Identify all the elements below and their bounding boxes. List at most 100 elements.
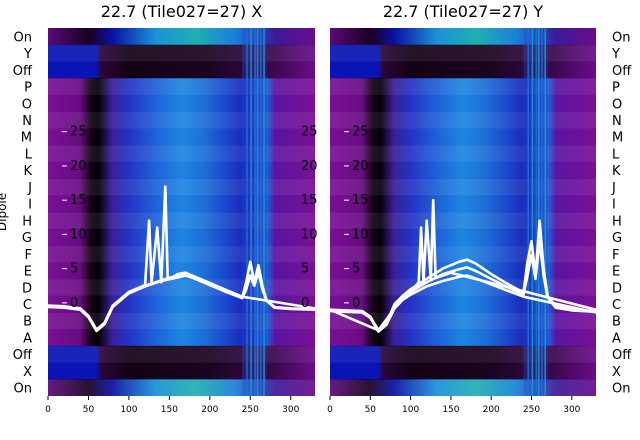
streak-band: [242, 28, 267, 396]
heatmap-row-11: [48, 212, 315, 230]
streak-line: [246, 28, 248, 396]
x-tick-label: 250: [242, 405, 259, 415]
row-label: B: [612, 315, 621, 330]
x-tick-label: 0: [327, 405, 333, 415]
row-label: I: [612, 198, 616, 213]
streak-line: [535, 28, 538, 396]
heatmap-row-9: [48, 178, 315, 196]
row-label: Off: [13, 64, 33, 79]
heatmap: [48, 28, 315, 396]
row-label: J: [611, 181, 616, 196]
streak-line: [254, 28, 256, 396]
heatmap-row-6: [330, 128, 596, 146]
heatmap-row-11: [330, 212, 596, 230]
heatmap-row-12: [330, 228, 596, 247]
row-label: E: [24, 265, 32, 280]
overlay-tick-label-right: 15: [301, 193, 318, 208]
heatmap-row-21: [330, 379, 596, 396]
heatmap-row-15: [330, 278, 596, 297]
heatmap-row-3: [330, 78, 596, 96]
row-label: On: [14, 30, 32, 45]
overlay-tick-label: 25: [352, 125, 369, 140]
heatmap: [330, 28, 596, 396]
heatmap-row-1: [48, 44, 315, 63]
heatmap-row-2: [330, 61, 596, 79]
x-tick-label: 200: [483, 405, 500, 415]
streak-line: [259, 28, 262, 396]
streak-line: [537, 28, 540, 396]
row-label: E: [612, 265, 620, 280]
x-tick-label: 300: [282, 405, 299, 415]
row-label: N: [22, 114, 32, 129]
heatmap-row-12: [48, 228, 315, 247]
heatmap-row-4: [330, 94, 596, 113]
row-label: D: [612, 281, 622, 296]
row-label: D: [22, 281, 32, 296]
streak-line: [544, 28, 547, 396]
x-tick-label: 150: [161, 405, 178, 415]
heatmap-row-10: [330, 195, 596, 213]
overlay-tick-label: 20: [70, 159, 87, 174]
row-label: F: [25, 248, 32, 263]
heatmap-row-6: [48, 128, 315, 146]
row-label: M: [612, 131, 623, 146]
overlay-line-3: [330, 198, 596, 332]
heatmap-row-0: [330, 28, 596, 46]
row-label: On: [612, 382, 630, 397]
streak-line: [541, 28, 543, 396]
y-axis-label: Dipole: [0, 193, 9, 231]
row-label: O: [22, 97, 32, 112]
heatmap-row-1: [330, 44, 596, 63]
row-label: C: [612, 298, 621, 313]
row-label: G: [612, 231, 622, 246]
row-label: X: [612, 365, 621, 380]
heatmap-row-7: [48, 145, 315, 163]
row-label: I: [28, 198, 32, 213]
row-label: L: [25, 147, 33, 162]
overlay-line-2: [48, 185, 315, 331]
streak-band: [523, 28, 548, 396]
heatmap-row-21: [48, 379, 315, 396]
row-label: On: [612, 30, 630, 45]
overlay-line-2: [330, 274, 596, 333]
x-tick-label: 0: [45, 405, 51, 415]
heatmap-row-3: [48, 78, 315, 96]
heatmap-row-17: [48, 312, 315, 330]
row-label: P: [24, 81, 32, 96]
streak-line: [250, 28, 252, 396]
heatmap-row-5: [330, 111, 596, 129]
overlay-tick-label: 0: [70, 296, 78, 311]
heatmap-row-8: [48, 161, 315, 180]
row-label: Off: [612, 64, 632, 79]
row-label: A: [612, 331, 621, 346]
x-tick-label: 150: [442, 405, 459, 415]
row-label: Y: [23, 47, 32, 62]
heatmap-row-16: [330, 295, 596, 313]
row-label: P: [612, 81, 620, 96]
row-label: M: [21, 131, 32, 146]
row-label: X: [23, 365, 32, 380]
heatmap-row-9: [330, 178, 596, 196]
x-tick-label: 50: [83, 405, 95, 415]
row-label: B: [23, 315, 32, 330]
row-label: J: [27, 181, 32, 196]
x-tick-label: 300: [563, 405, 580, 415]
x-tick-label: 250: [523, 405, 540, 415]
heatmap-row-19: [330, 345, 596, 364]
heatmap-row-20: [48, 362, 315, 380]
row-label: N: [612, 114, 622, 129]
row-label: K: [612, 164, 621, 179]
streak-line: [256, 28, 259, 396]
row-label: C: [23, 298, 32, 313]
heatmap-row-18: [48, 329, 315, 347]
overlay-tick-label-right: 10: [301, 227, 318, 242]
heatmap-row-19: [48, 345, 315, 364]
heatmap-row-8: [330, 161, 596, 180]
overlay-tick-label: 0: [352, 296, 360, 311]
row-label: A: [23, 331, 32, 346]
row-label: H: [22, 214, 32, 229]
streak-line: [531, 28, 534, 396]
overlay-tick-label: 25: [70, 125, 87, 140]
